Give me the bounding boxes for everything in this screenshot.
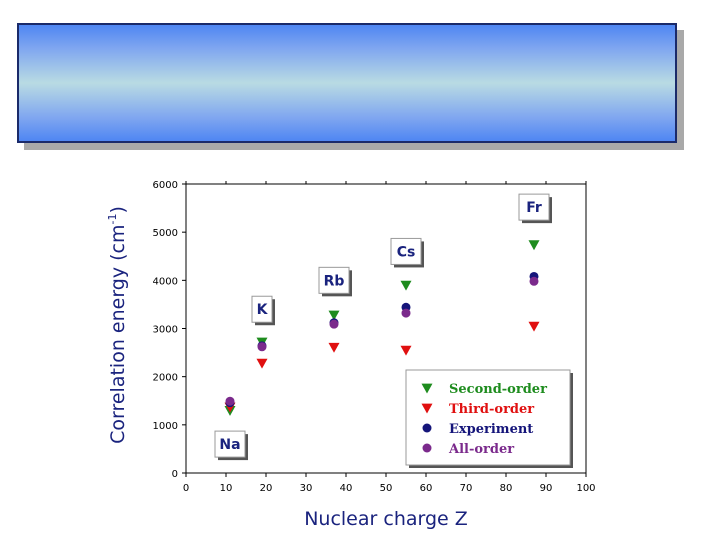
second-order-point: [400, 280, 412, 291]
y-tick-label: 1000: [153, 421, 178, 432]
element-label-text: Cs: [397, 244, 416, 260]
legend-marker-second-order: [421, 383, 433, 394]
legend-marker-experiment: [422, 423, 432, 433]
x-tick-label: 80: [500, 483, 513, 494]
y-tick-label: 4000: [153, 276, 178, 287]
element-label-na: Na: [214, 430, 248, 461]
element-label-fr: Fr: [518, 193, 552, 224]
x-tick-label: 10: [220, 483, 233, 494]
x-tick-label: 90: [540, 483, 553, 494]
x-tick-label: 20: [260, 483, 273, 494]
element-label-text: Rb: [324, 273, 345, 289]
x-tick-label: 50: [380, 483, 393, 494]
x-tick-label: 40: [340, 483, 353, 494]
y-tick-label: 0: [172, 469, 178, 480]
third-order-point: [400, 345, 412, 356]
third-order-point: [256, 358, 268, 369]
element-label-text: Fr: [526, 200, 542, 216]
legend-marker-third-order: [421, 403, 433, 414]
legend-label-all-order: All-order: [448, 442, 514, 457]
second-order-point: [528, 240, 540, 251]
series-all-order: [225, 276, 539, 406]
all-order-point: [225, 396, 235, 406]
legend-label-third-order: Third-order: [449, 402, 534, 417]
x-tick-label: 30: [300, 483, 313, 494]
third-order-point: [528, 321, 540, 332]
element-label-rb: Rb: [318, 266, 352, 297]
y-tick-label: 3000: [153, 325, 178, 336]
x-tick-label: 100: [576, 483, 595, 494]
x-tick-label: 70: [460, 483, 473, 494]
all-order-point: [529, 276, 539, 286]
y-tick-label: 6000: [153, 180, 178, 191]
x-axis-label: Nuclear charge Z: [304, 508, 468, 530]
all-order-point: [329, 319, 339, 329]
element-label-text: Na: [219, 437, 240, 453]
y-axis-label: Correlation energy (cm-1): [106, 206, 129, 444]
element-label-k: K: [251, 295, 275, 326]
y-axis-label-close: ): [107, 206, 129, 213]
x-tick-label: 0: [183, 483, 189, 494]
element-label-cs: Cs: [390, 237, 424, 268]
x-tick-label: 60: [420, 483, 433, 494]
y-tick-label: 2000: [153, 373, 178, 384]
y-axis-label-superscript: -1: [106, 214, 119, 225]
legend-label-experiment: Experiment: [449, 422, 533, 437]
all-order-point: [401, 308, 411, 318]
all-order-point: [257, 342, 267, 352]
legend-marker-all-order: [422, 443, 432, 453]
element-label-text: K: [257, 302, 269, 318]
third-order-point: [328, 342, 340, 353]
second-order-point: [328, 310, 340, 321]
legend-label-second-order: Second-order: [449, 382, 547, 397]
title-banner: [17, 23, 677, 143]
legend: Second-order Third-order Experiment All-ord…: [405, 369, 573, 468]
y-tick-label: 5000: [153, 228, 178, 239]
